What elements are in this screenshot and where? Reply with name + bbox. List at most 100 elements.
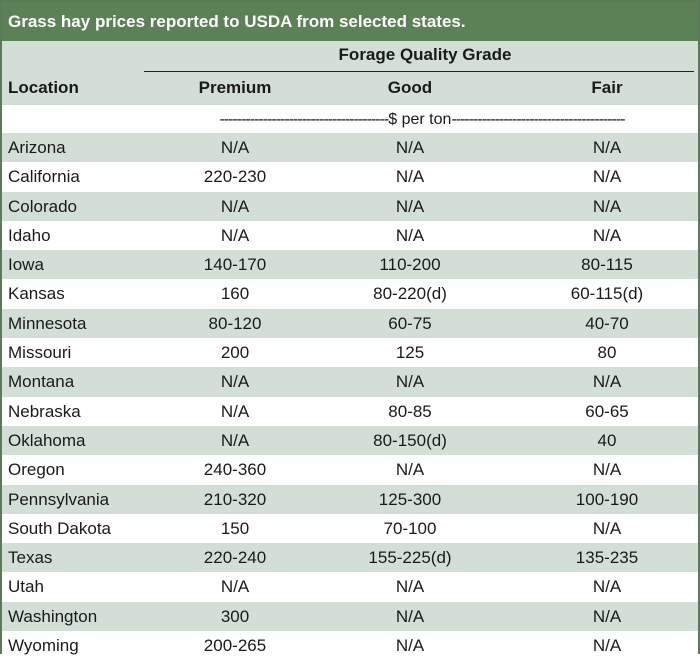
good-cell: 70-100 [383, 518, 437, 538]
table-row: Texas 220-240 155-225(d) 135-235 [2, 543, 698, 573]
table-row: South Dakota 150 70-100 N/A [2, 513, 698, 544]
location-cell: Oklahoma [8, 430, 86, 450]
good-cell: N/A [395, 196, 425, 216]
fair-cell: 80-115 [581, 255, 633, 275]
premium-cell: N/A [220, 196, 250, 216]
table-row: Nebraska N/A 80-85 60-65 [2, 396, 698, 426]
table-row: Kansas 160 80-220(d) 60-115(d) [2, 279, 698, 309]
good-cell: 110-200 [379, 255, 441, 275]
table-row: Oklahoma N/A 80-150(d) 40 [2, 425, 698, 456]
good-cell: 125-300 [378, 489, 442, 509]
fair-cell: N/A [592, 460, 622, 480]
location-cell: Idaho [8, 225, 51, 245]
premium-cell: 140-170 [203, 255, 267, 275]
good-cell: 80-85 [388, 401, 432, 421]
good-cell: N/A [395, 606, 425, 626]
good-cell: 155-225(d) [368, 548, 452, 568]
fair-cell: N/A [592, 225, 622, 245]
table-row: Montana N/A N/A N/A [2, 367, 698, 397]
location-cell: Washington [8, 606, 98, 626]
good-cell: 60-75 [388, 313, 432, 333]
table-row: Minnesota 80-120 60-75 40-70 [2, 308, 698, 339]
premium-cell: 200 [220, 343, 250, 363]
table-header: Forage Quality Grade Location Premium Go… [2, 41, 698, 104]
location-cell: Wyoming [8, 636, 79, 656]
premium-cell: 220-230 [203, 167, 267, 187]
table-row: Idaho N/A N/A N/A [2, 220, 698, 251]
good-cell: N/A [395, 138, 425, 157]
premium-cell: 80-120 [208, 313, 262, 333]
fair-cell: 40-70 [585, 313, 629, 333]
good-cell: N/A [395, 636, 425, 656]
table-row: Wyoming 200-265 N/A N/A [2, 631, 698, 660]
good-cell: N/A [395, 460, 425, 480]
fair-cell: N/A [592, 138, 622, 157]
location-cell: Pennsylvania [8, 489, 110, 509]
fair-column-header: Fair [591, 78, 623, 97]
good-cell: N/A [395, 372, 425, 392]
table-row: Utah N/A N/A N/A [2, 572, 698, 602]
table-body: Arizona N/A N/A N/A California 220-230 N/A N/A C… [2, 133, 698, 660]
fair-cell: N/A [592, 606, 622, 626]
fair-cell: 60-115(d) [570, 284, 644, 304]
premium-cell: N/A [220, 430, 250, 450]
location-cell: Colorado [8, 196, 77, 216]
table-row: Washington 300 N/A N/A [2, 601, 698, 632]
good-cell: 80-150(d) [373, 430, 447, 450]
location-cell: South Dakota [8, 518, 112, 538]
location-column-header: Location [8, 78, 79, 97]
table-row: Arizona N/A N/A N/A [2, 133, 698, 163]
good-cell: 125 [395, 343, 425, 363]
premium-cell: N/A [220, 138, 250, 157]
location-cell: Oregon [8, 460, 65, 480]
fair-cell: 60-65 [585, 401, 629, 421]
column-group-header: Forage Quality Grade [338, 45, 512, 64]
fair-cell: N/A [592, 518, 622, 538]
good-cell: N/A [395, 577, 425, 597]
premium-column-header: Premium [198, 78, 272, 97]
fair-cell: 40 [597, 430, 617, 450]
location-cell: Nebraska [8, 401, 81, 421]
location-cell: Arizona [8, 138, 66, 157]
premium-cell: N/A [220, 401, 250, 421]
good-column-header: Good [387, 78, 433, 97]
fair-cell: 135-235 [575, 548, 639, 568]
fair-cell: N/A [592, 636, 622, 656]
location-cell: Utah [8, 577, 44, 597]
fair-cell: N/A [592, 372, 622, 392]
table-row: Missouri 200 125 80 [2, 338, 698, 368]
location-cell: California [8, 167, 80, 187]
table-row: Iowa 140-170 110-200 80-115 [2, 250, 698, 280]
fair-cell: 100-190 [575, 489, 639, 509]
location-cell: Iowa [8, 255, 44, 275]
fair-cell: N/A [592, 577, 622, 597]
good-cell: N/A [395, 167, 425, 187]
table-title: Grass hay prices reported to USDA from s… [2, 2, 698, 41]
location-cell: Montana [8, 372, 75, 392]
fair-cell: 80 [597, 343, 617, 363]
table-row: Oregon 240-360 N/A N/A [2, 455, 698, 485]
location-cell: Minnesota [8, 313, 87, 333]
premium-cell: 220-240 [203, 548, 267, 568]
good-cell: 80-220(d) [373, 284, 447, 304]
units-row: ---------------------------------------$… [2, 104, 698, 134]
premium-cell: 210-320 [203, 489, 267, 509]
units-right-dashes: ---------------------------------------- [451, 111, 625, 128]
premium-cell: 200-265 [203, 636, 267, 656]
premium-cell: 160 [220, 284, 250, 304]
premium-cell: N/A [220, 372, 250, 392]
location-cell: Texas [8, 548, 53, 568]
fair-cell: N/A [592, 196, 622, 216]
premium-cell: 300 [220, 606, 250, 626]
table-row: Colorado N/A N/A N/A [2, 191, 698, 221]
units-left-dashes: --------------------------------------- [219, 111, 389, 128]
good-cell: N/A [395, 225, 425, 245]
premium-cell: N/A [220, 225, 250, 245]
fair-cell: N/A [592, 167, 622, 187]
premium-cell: 240-360 [203, 460, 267, 480]
premium-cell: N/A [220, 577, 250, 597]
units-label: ---------------------------------------$… [167, 111, 677, 129]
table-row: Pennsylvania 210-320 125-300 100-190 [2, 484, 698, 514]
table-row: California 220-230 N/A N/A [2, 162, 698, 192]
